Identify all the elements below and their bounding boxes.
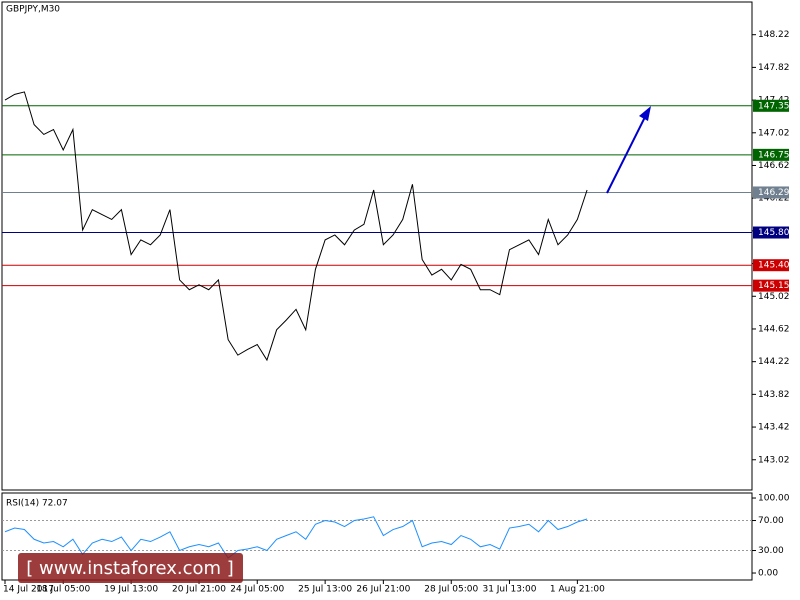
level-label: 146.75 — [758, 150, 790, 160]
level-label-bg — [753, 259, 789, 272]
y-tick-label: 143.42 — [758, 423, 790, 433]
x-tick-label: 25 Jul 13:00 — [298, 585, 352, 595]
x-tick-label: 28 Jul 05:00 — [424, 585, 478, 595]
y-tick-label: 148.22 — [758, 30, 790, 40]
y-tick-label: 147.02 — [758, 128, 790, 138]
level-label-bg — [753, 279, 789, 292]
x-tick-label: 14 Jul 2017 — [3, 585, 54, 595]
y-tick-label: 143.02 — [758, 455, 790, 465]
y-tick-label: 70.00 — [758, 516, 784, 526]
y-tick-label: 144.62 — [758, 324, 790, 334]
y-tick-label: 30.00 — [758, 546, 784, 556]
level-label: 145.40 — [758, 261, 790, 271]
x-tick-label: 19 Jul 13:00 — [104, 585, 158, 595]
level-label: 147.35 — [758, 101, 790, 111]
level-label-bg — [753, 226, 789, 239]
y-tick-label: 143.82 — [758, 390, 790, 400]
y-tick-label: 144.22 — [758, 357, 790, 367]
forecast-arrow — [606, 116, 646, 194]
y-tick-label: 146.22 — [758, 194, 790, 204]
arrow-head — [639, 106, 651, 121]
level-label: 145.80 — [758, 228, 790, 238]
price-line — [4, 91, 588, 362]
chart-layer: 148.22147.82147.42147.02146.62146.22145.… — [2, 30, 790, 595]
watermark: [ www.instaforex.com ] — [26, 558, 234, 579]
level-label: 145.15 — [758, 281, 790, 291]
chart-title: GBPJPY,M30 — [6, 5, 60, 15]
level-label-bg — [753, 186, 789, 199]
x-tick-label: 24 Jul 05:00 — [230, 585, 284, 595]
level-label: 146.29 — [758, 188, 790, 198]
x-tick-label: 26 Jul 21:00 — [356, 585, 410, 595]
y-tick-label: 0.00 — [758, 569, 778, 579]
level-label-bg — [753, 148, 789, 161]
x-tick-label: 20 Jul 21:00 — [172, 585, 226, 595]
y-tick-label: 100.00 — [758, 494, 790, 504]
x-tick-label: 1 Aug 21:00 — [550, 585, 605, 595]
rsi-line — [4, 516, 588, 559]
watermark-box — [18, 553, 243, 583]
y-tick-label: 145.02 — [758, 292, 790, 302]
y-tick-label: 146.62 — [758, 161, 790, 171]
x-tick-label: 31 Jul 13:00 — [482, 585, 536, 595]
level-label-bg — [753, 99, 789, 112]
price-panel — [1, 1, 753, 491]
rsi-title: RSI(14) 72.07 — [6, 499, 68, 509]
y-tick-label: 147.82 — [758, 63, 790, 73]
x-tick-label: 18 Jul 05:00 — [36, 585, 90, 595]
